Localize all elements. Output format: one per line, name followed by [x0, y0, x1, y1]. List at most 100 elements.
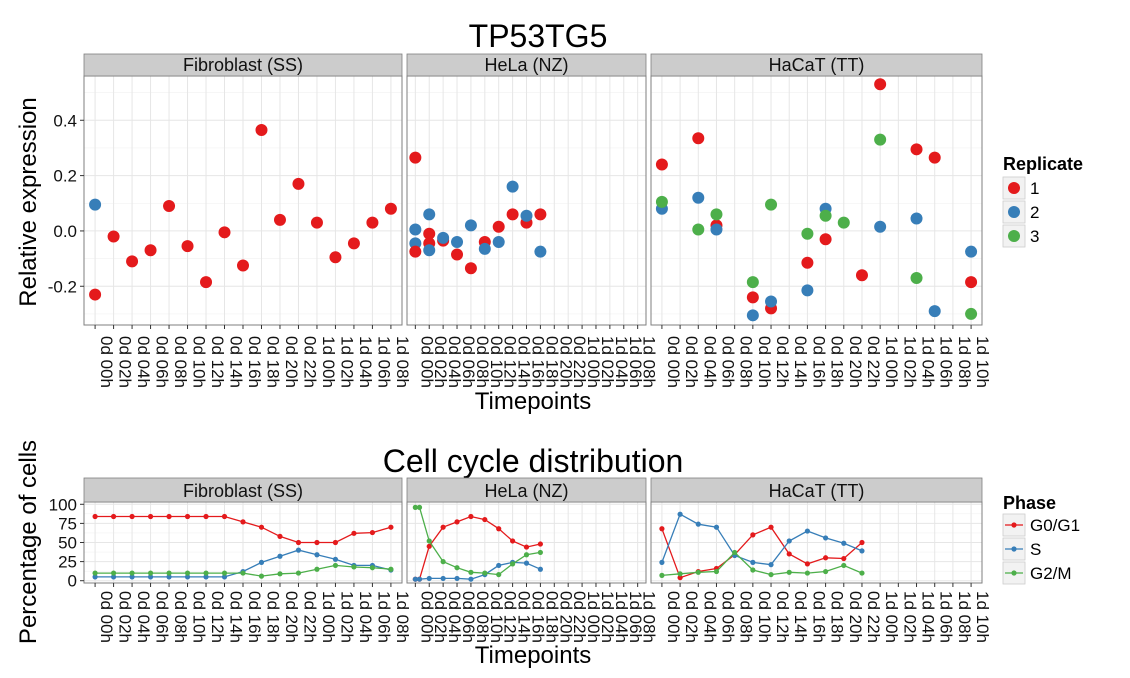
data-point-replicate-3 [710, 208, 723, 221]
data-point-G2-M [750, 567, 756, 573]
data-point-G0-G1 [351, 530, 357, 536]
data-point-G2-M [258, 573, 265, 579]
data-point-replicate-2 [801, 284, 814, 297]
data-point-G0-G1 [277, 533, 283, 539]
data-point-replicate-1 [746, 291, 759, 304]
facet-strip [650, 477, 983, 503]
data-point-replicate-2 [478, 242, 491, 255]
data-point-replicate-1 [163, 200, 176, 213]
data-point-G0-G1 [768, 524, 774, 530]
data-point-G0-G1 [804, 561, 811, 567]
x-tick-label: 1d 02h [598, 591, 617, 643]
data-point-G2-M [713, 568, 720, 575]
data-point-replicate-2 [874, 220, 887, 233]
x-tick-label: 0d 00h [664, 336, 683, 388]
data-point-replicate-3 [837, 216, 850, 229]
data-point-replicate-1 [144, 244, 157, 257]
y-tick-label: -0.2 [48, 277, 77, 296]
x-tick-label: 0d 14h [791, 591, 810, 643]
x-tick-label: 1d 00h [882, 336, 901, 388]
x-tick-label: 0d 18h [542, 336, 561, 388]
x-tick-label: 1d 04h [356, 336, 375, 388]
x-tick-label: 1d 02h [598, 336, 617, 388]
y-tick-label: 100 [49, 495, 77, 514]
data-point-G0-G1 [786, 551, 792, 557]
data-point-replicate-2 [492, 236, 505, 248]
x-tick-label: 0d 02h [116, 336, 135, 388]
data-point-G2-M [351, 564, 357, 570]
x-tick-label: 1d 00h [584, 336, 603, 388]
data-point-replicate-1 [273, 213, 286, 226]
data-point-replicate-2 [910, 212, 923, 225]
data-point-replicate-1 [384, 202, 397, 215]
x-tick-label: 1d 08h [955, 591, 974, 643]
data-point-replicate-2 [965, 245, 978, 258]
data-point-G0-G1 [750, 532, 756, 538]
y-tick-label: 75 [58, 514, 77, 533]
data-point-replicate-1 [181, 240, 194, 253]
x-tick-label: 1d 00h [584, 591, 603, 643]
legend-label: S [1030, 540, 1041, 559]
data-point-G2-M [388, 566, 394, 572]
data-point-G0-G1 [110, 513, 117, 520]
data-point-S [537, 566, 543, 572]
data-point-S [841, 540, 847, 546]
data-point-G0-G1 [537, 541, 543, 547]
data-point-replicate-1 [89, 288, 102, 301]
x-tick-label: 0d 04h [134, 591, 153, 643]
x-tick-label: 1d 02h [337, 336, 356, 388]
data-point-G0-G1 [129, 513, 135, 520]
x-tick-label: 0d 18h [828, 591, 847, 643]
legend-key-point [1011, 570, 1017, 576]
x-tick-label: 1d 04h [356, 591, 375, 643]
data-point-replicate-1 [409, 151, 422, 164]
data-point-S [822, 535, 829, 541]
data-point-replicate-1 [255, 123, 268, 136]
x-tick-label: 0d 08h [171, 591, 190, 643]
data-point-replicate-2 [710, 223, 723, 236]
x-tick-label: 0d 06h [459, 336, 478, 388]
x-tick-label: 0d 18h [263, 336, 282, 388]
data-point-S [750, 559, 756, 565]
data-point-S [786, 538, 792, 544]
panel-1-2: HaCaT (TT) 0d 00h 0d 02h 0d 04h 0d 06h 0d 08h… [650, 477, 992, 643]
data-point-S [166, 574, 172, 580]
data-point-G0-G1 [369, 529, 376, 536]
x-tick-label: 0d 10h [190, 336, 209, 388]
chart-top-yticks: -0.2 0.0 0.2 0.4 [48, 111, 84, 296]
x-tick-label: 1d 02h [900, 336, 919, 388]
x-tick-label: 0d 20h [846, 336, 865, 388]
legend-key-point [1008, 206, 1020, 218]
data-point-S [412, 576, 418, 582]
data-point-replicate-1 [292, 177, 305, 190]
y-tick-label: 0.2 [53, 167, 77, 186]
x-tick-label: 1d 04h [919, 336, 938, 388]
series-line-G2-M [661, 551, 863, 577]
data-point-G2-M [822, 568, 829, 575]
data-point-replicate-3 [746, 276, 759, 289]
data-point-G2-M [859, 570, 865, 576]
data-point-G2-M [537, 549, 543, 556]
panel-1-0: Fibroblast (SS)0d 00h 0d 02h 0d 04h 0d 06h 0… [83, 477, 412, 643]
data-point-G0-G1 [440, 524, 446, 530]
x-tick-label: 0d 08h [737, 591, 756, 643]
x-tick-label: 1d 06h [937, 336, 956, 388]
data-point-S [295, 547, 302, 553]
x-tick-label: 0d 08h [737, 336, 756, 388]
data-point-replicate-1 [366, 216, 379, 229]
data-point-G2-M [496, 571, 502, 578]
data-point-replicate-1 [692, 132, 705, 145]
legend-label: 2 [1030, 203, 1039, 222]
x-tick-label: 0d 20h [282, 591, 301, 643]
x-tick-label: 0d 14h [227, 591, 246, 643]
data-point-S [314, 552, 320, 558]
x-tick-label: 0d 02h [431, 591, 450, 643]
data-point-G0-G1 [426, 543, 432, 549]
data-point-replicate-2 [928, 305, 941, 318]
data-point-S [695, 521, 701, 527]
legend-key-point [1008, 182, 1020, 194]
data-point-G0-G1 [841, 555, 847, 562]
data-point-G0-G1 [822, 555, 829, 561]
